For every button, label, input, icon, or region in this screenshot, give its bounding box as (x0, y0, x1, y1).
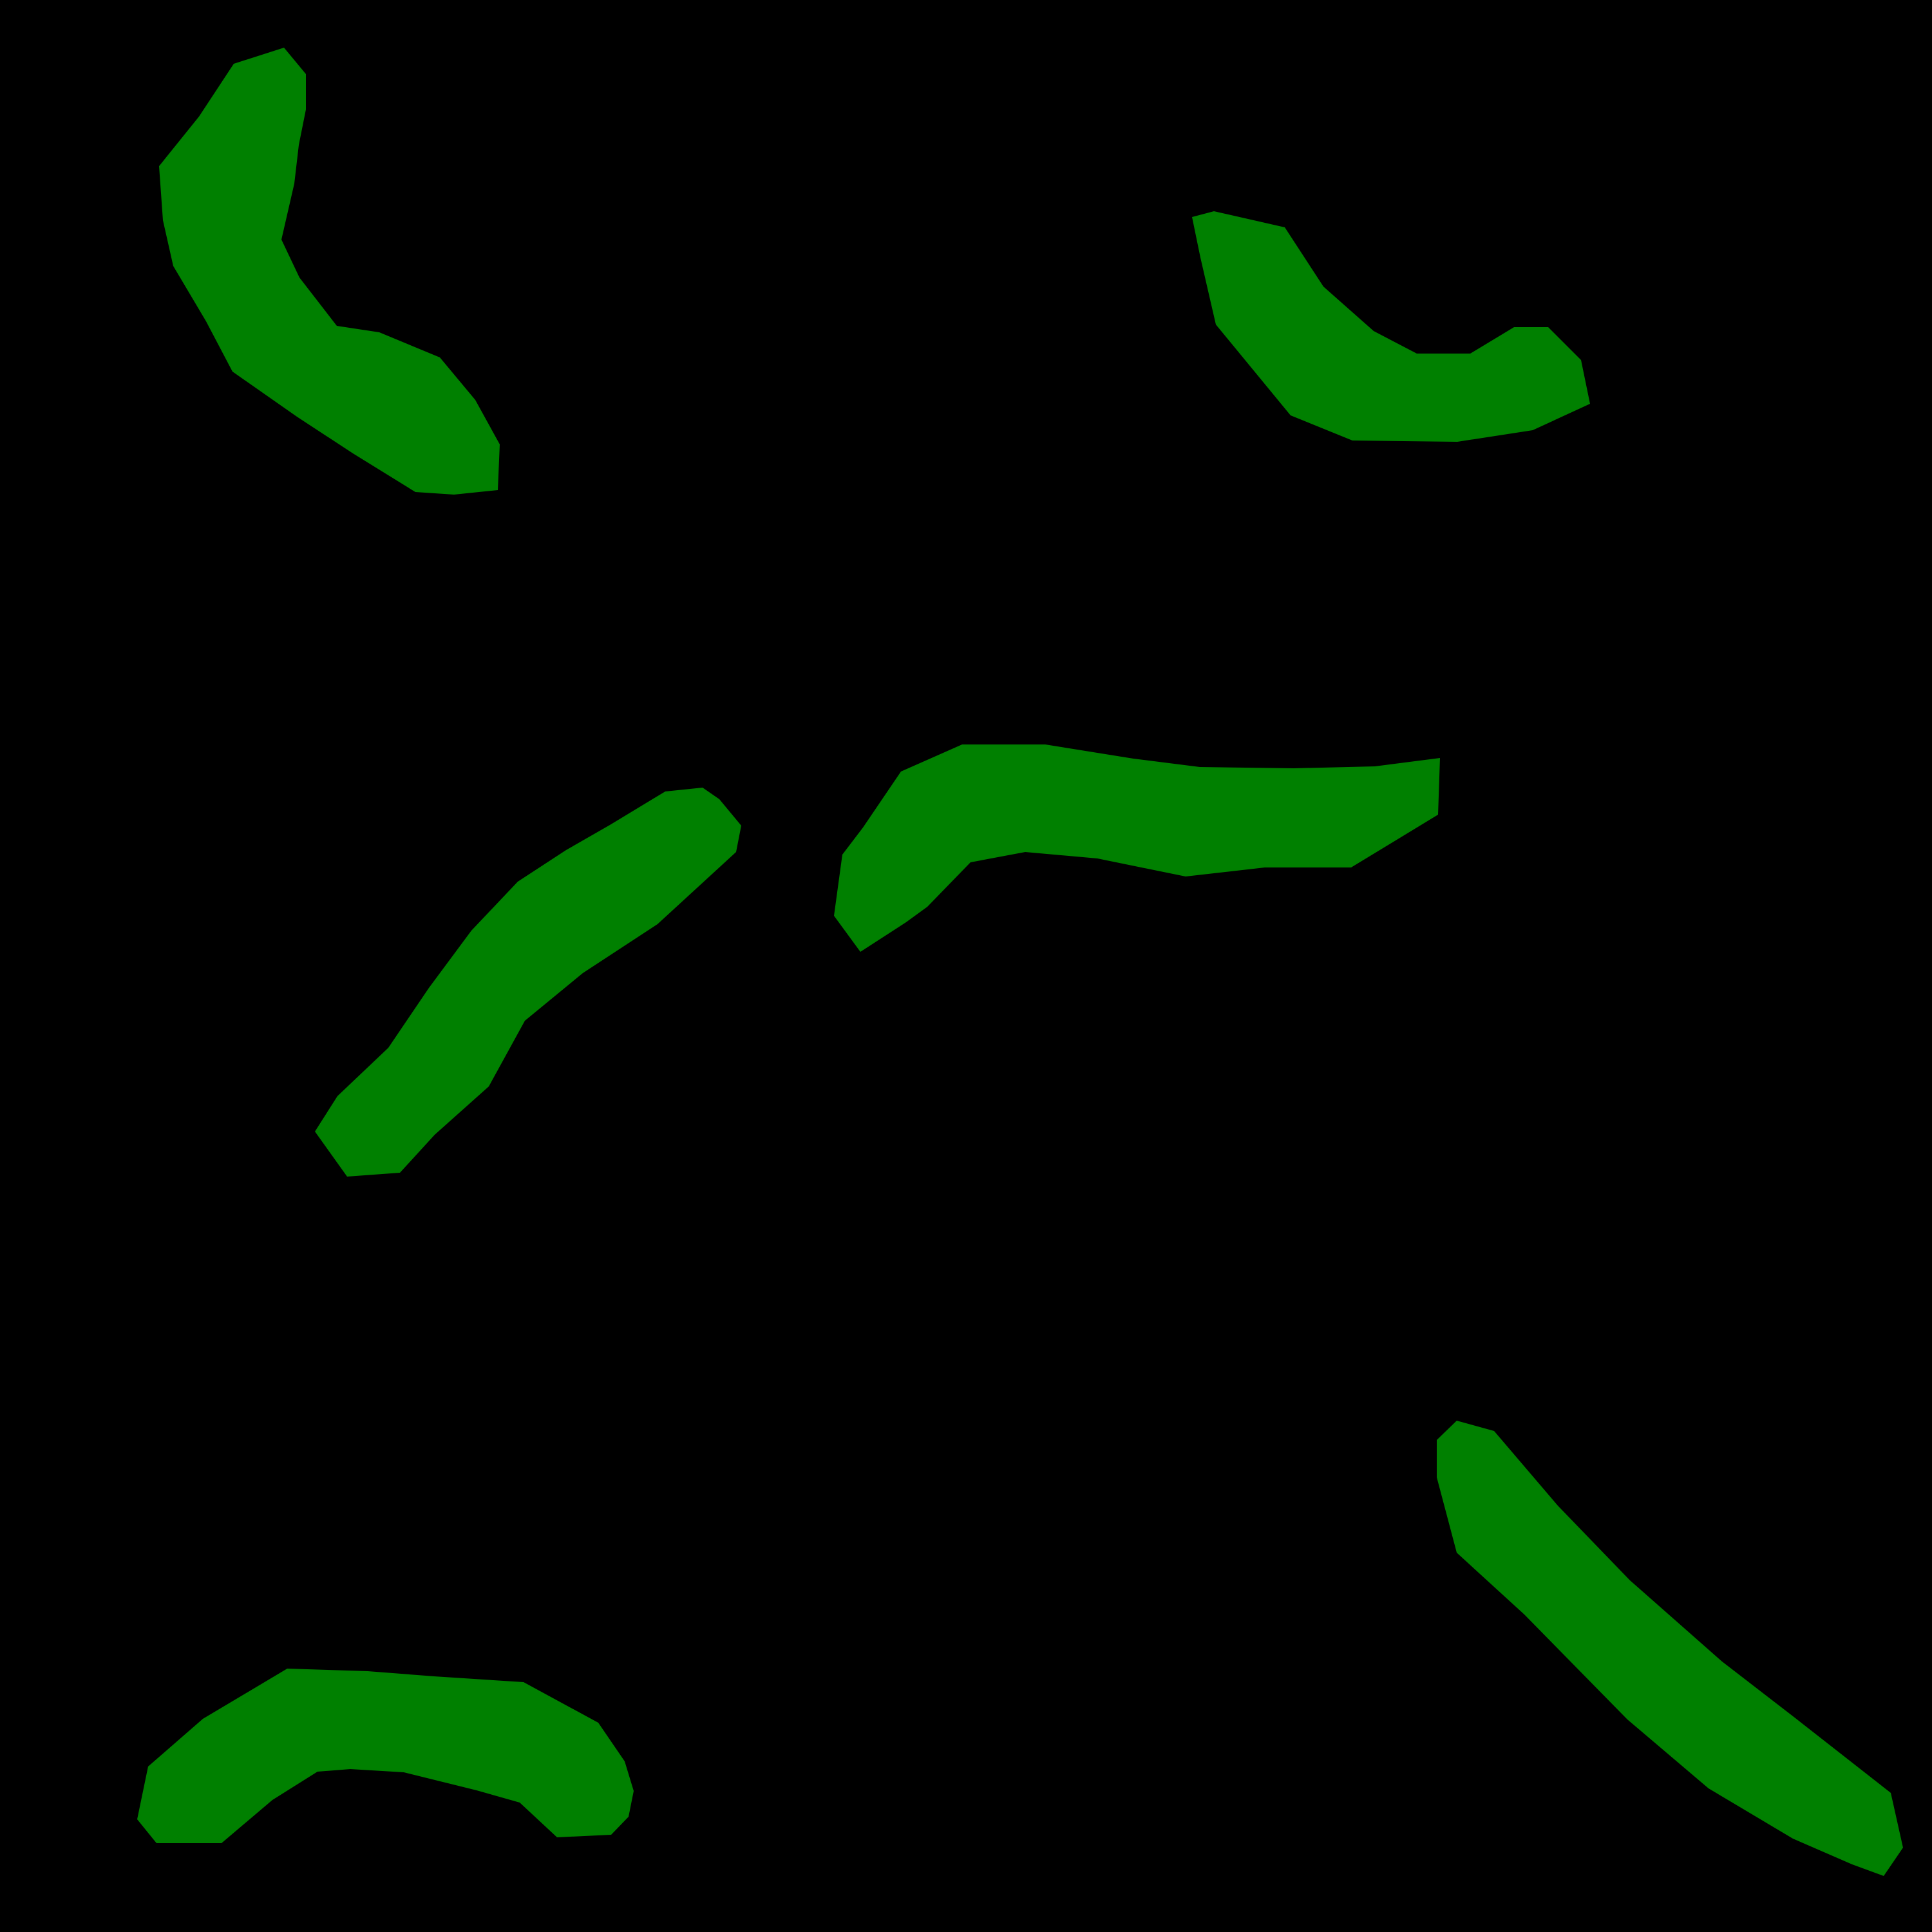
green-stroke-shape (1192, 211, 1590, 442)
green-stroke-shape (834, 744, 1440, 952)
green-stroke-shape (137, 1669, 634, 1843)
green-stroke-shape (1437, 1421, 1903, 1876)
green-stroke-shape (159, 48, 500, 495)
green-stroke-shape (315, 788, 741, 1177)
